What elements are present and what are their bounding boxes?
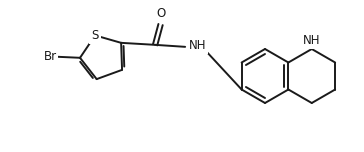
Text: NH: NH [303,34,321,47]
Text: NH: NH [189,39,207,52]
Text: O: O [156,7,165,20]
Text: S: S [91,29,99,42]
Text: Br: Br [44,50,57,63]
